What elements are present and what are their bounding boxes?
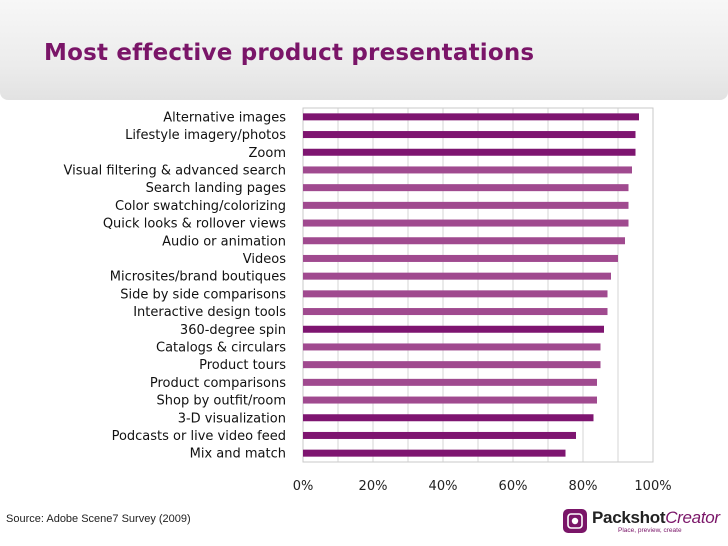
chart-bars (303, 113, 639, 457)
packshot-logo-icon (563, 509, 587, 533)
page-title: Most effective product presentations (44, 40, 535, 66)
category-label: Microsites/brand boutiques (110, 270, 286, 285)
x-tick-label: 80% (569, 479, 598, 494)
bar (303, 272, 611, 280)
bar (303, 414, 594, 422)
category-label: Product comparisons (150, 376, 286, 391)
category-label: Product tours (199, 358, 286, 373)
bar (303, 361, 601, 369)
chart-category-labels: Alternative images Lifestyle imagery/phot… (63, 110, 286, 461)
bar (303, 148, 636, 156)
packshot-creator-logo: PackshotCreator Place, preview, create (563, 507, 723, 537)
category-label: Zoom (249, 146, 286, 161)
bar (303, 131, 636, 139)
category-label: 360-degree spin (180, 323, 286, 338)
category-label: Videos (243, 252, 286, 267)
bar (303, 449, 566, 457)
category-label: Alternative images (163, 110, 286, 125)
category-label: Color swatching/colorizing (115, 199, 286, 214)
category-label: Quick looks & rollover views (103, 217, 286, 232)
bar (303, 431, 576, 439)
category-label: Podcasts or live video feed (112, 429, 286, 444)
category-label: 3-D visualization (178, 411, 286, 426)
x-tick-label: 60% (499, 479, 528, 494)
chart-x-ticks: 0% 20% 40% 60% 80% 100% (293, 479, 672, 494)
chart-grid (302, 107, 654, 463)
category-label: Catalogs & circulars (156, 340, 286, 355)
bar (303, 219, 629, 227)
x-tick-label: 0% (293, 479, 314, 494)
bar (303, 308, 608, 316)
category-label: Visual filtering & advanced search (63, 163, 286, 178)
category-label: Audio or animation (162, 234, 286, 249)
x-tick-label: 100% (634, 479, 671, 494)
category-label: Search landing pages (146, 181, 287, 196)
bar (303, 343, 601, 351)
bar (303, 290, 608, 298)
category-label: Shop by outfit/room (157, 394, 287, 409)
bar (303, 201, 629, 209)
bar (303, 184, 629, 192)
category-label: Mix and match (190, 447, 286, 462)
bar (303, 166, 632, 174)
x-tick-label: 20% (359, 479, 388, 494)
logo-wordmark: PackshotCreator (592, 508, 720, 527)
source-note: Source: Adobe Scene7 Survey (2009) (6, 513, 191, 525)
category-label: Side by side comparisons (120, 287, 286, 302)
plot-frame (302, 107, 654, 463)
category-label: Interactive design tools (133, 305, 286, 320)
bar (303, 396, 597, 404)
logo-tagline: Place, preview, create (618, 527, 682, 534)
x-tick-label: 40% (429, 479, 458, 494)
title-banner: Most effective product presentations (0, 0, 728, 100)
bar (303, 254, 618, 262)
bar (303, 325, 604, 333)
bar (303, 113, 639, 121)
category-label: Lifestyle imagery/photos (125, 128, 286, 143)
bar (303, 378, 597, 386)
bar (303, 237, 625, 245)
